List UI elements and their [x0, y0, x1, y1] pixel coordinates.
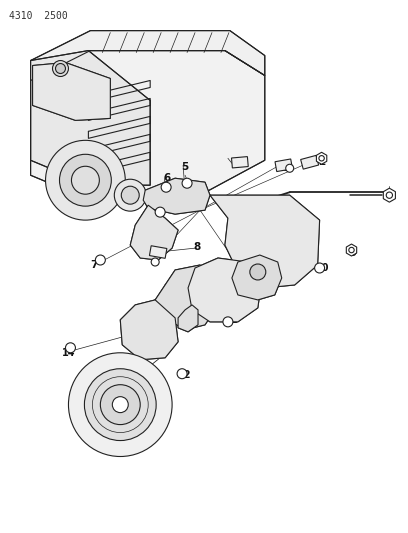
Circle shape [151, 258, 159, 266]
Polygon shape [178, 305, 198, 332]
Circle shape [386, 192, 392, 198]
Circle shape [100, 385, 140, 425]
Text: 6: 6 [164, 173, 171, 183]
Polygon shape [232, 255, 282, 300]
Circle shape [177, 369, 187, 379]
Polygon shape [188, 258, 262, 322]
Text: 5: 5 [182, 162, 188, 172]
Text: 9: 9 [350, 248, 357, 258]
Circle shape [182, 178, 192, 188]
Text: 14: 14 [62, 348, 75, 358]
Circle shape [114, 179, 146, 211]
Circle shape [71, 166, 100, 194]
Text: 8: 8 [193, 242, 201, 252]
Circle shape [55, 63, 65, 74]
Text: 13: 13 [101, 405, 114, 415]
Text: 15: 15 [153, 203, 166, 213]
Circle shape [319, 156, 324, 161]
Circle shape [65, 343, 75, 353]
Polygon shape [317, 152, 327, 164]
Text: 12: 12 [178, 370, 192, 379]
Circle shape [53, 61, 69, 77]
Circle shape [121, 186, 139, 204]
Circle shape [95, 255, 105, 265]
Text: 4310  2500: 4310 2500 [9, 11, 67, 21]
Circle shape [161, 182, 171, 192]
Polygon shape [33, 62, 110, 120]
Polygon shape [384, 188, 395, 202]
Polygon shape [31, 51, 150, 185]
Circle shape [286, 164, 294, 172]
Circle shape [223, 317, 233, 327]
Text: 2: 2 [318, 157, 325, 167]
Polygon shape [31, 51, 265, 200]
Text: 4: 4 [232, 160, 239, 170]
Polygon shape [275, 159, 293, 172]
Circle shape [349, 247, 354, 253]
Polygon shape [155, 265, 215, 330]
Text: 11: 11 [225, 315, 239, 325]
Polygon shape [149, 246, 167, 259]
Circle shape [60, 154, 111, 206]
Circle shape [112, 397, 128, 413]
Text: 3: 3 [282, 163, 289, 173]
Polygon shape [231, 157, 248, 168]
Polygon shape [31, 30, 265, 80]
Circle shape [155, 207, 165, 217]
Circle shape [250, 264, 266, 280]
Polygon shape [210, 195, 319, 288]
Circle shape [315, 263, 325, 273]
Circle shape [69, 353, 172, 456]
Polygon shape [120, 300, 178, 360]
Polygon shape [301, 156, 319, 169]
Polygon shape [346, 244, 357, 256]
Circle shape [46, 140, 125, 220]
Text: 7: 7 [91, 260, 98, 270]
Circle shape [84, 369, 156, 441]
Text: 1: 1 [386, 193, 393, 203]
Text: 10: 10 [316, 263, 329, 273]
Polygon shape [130, 205, 178, 260]
Polygon shape [143, 178, 210, 214]
